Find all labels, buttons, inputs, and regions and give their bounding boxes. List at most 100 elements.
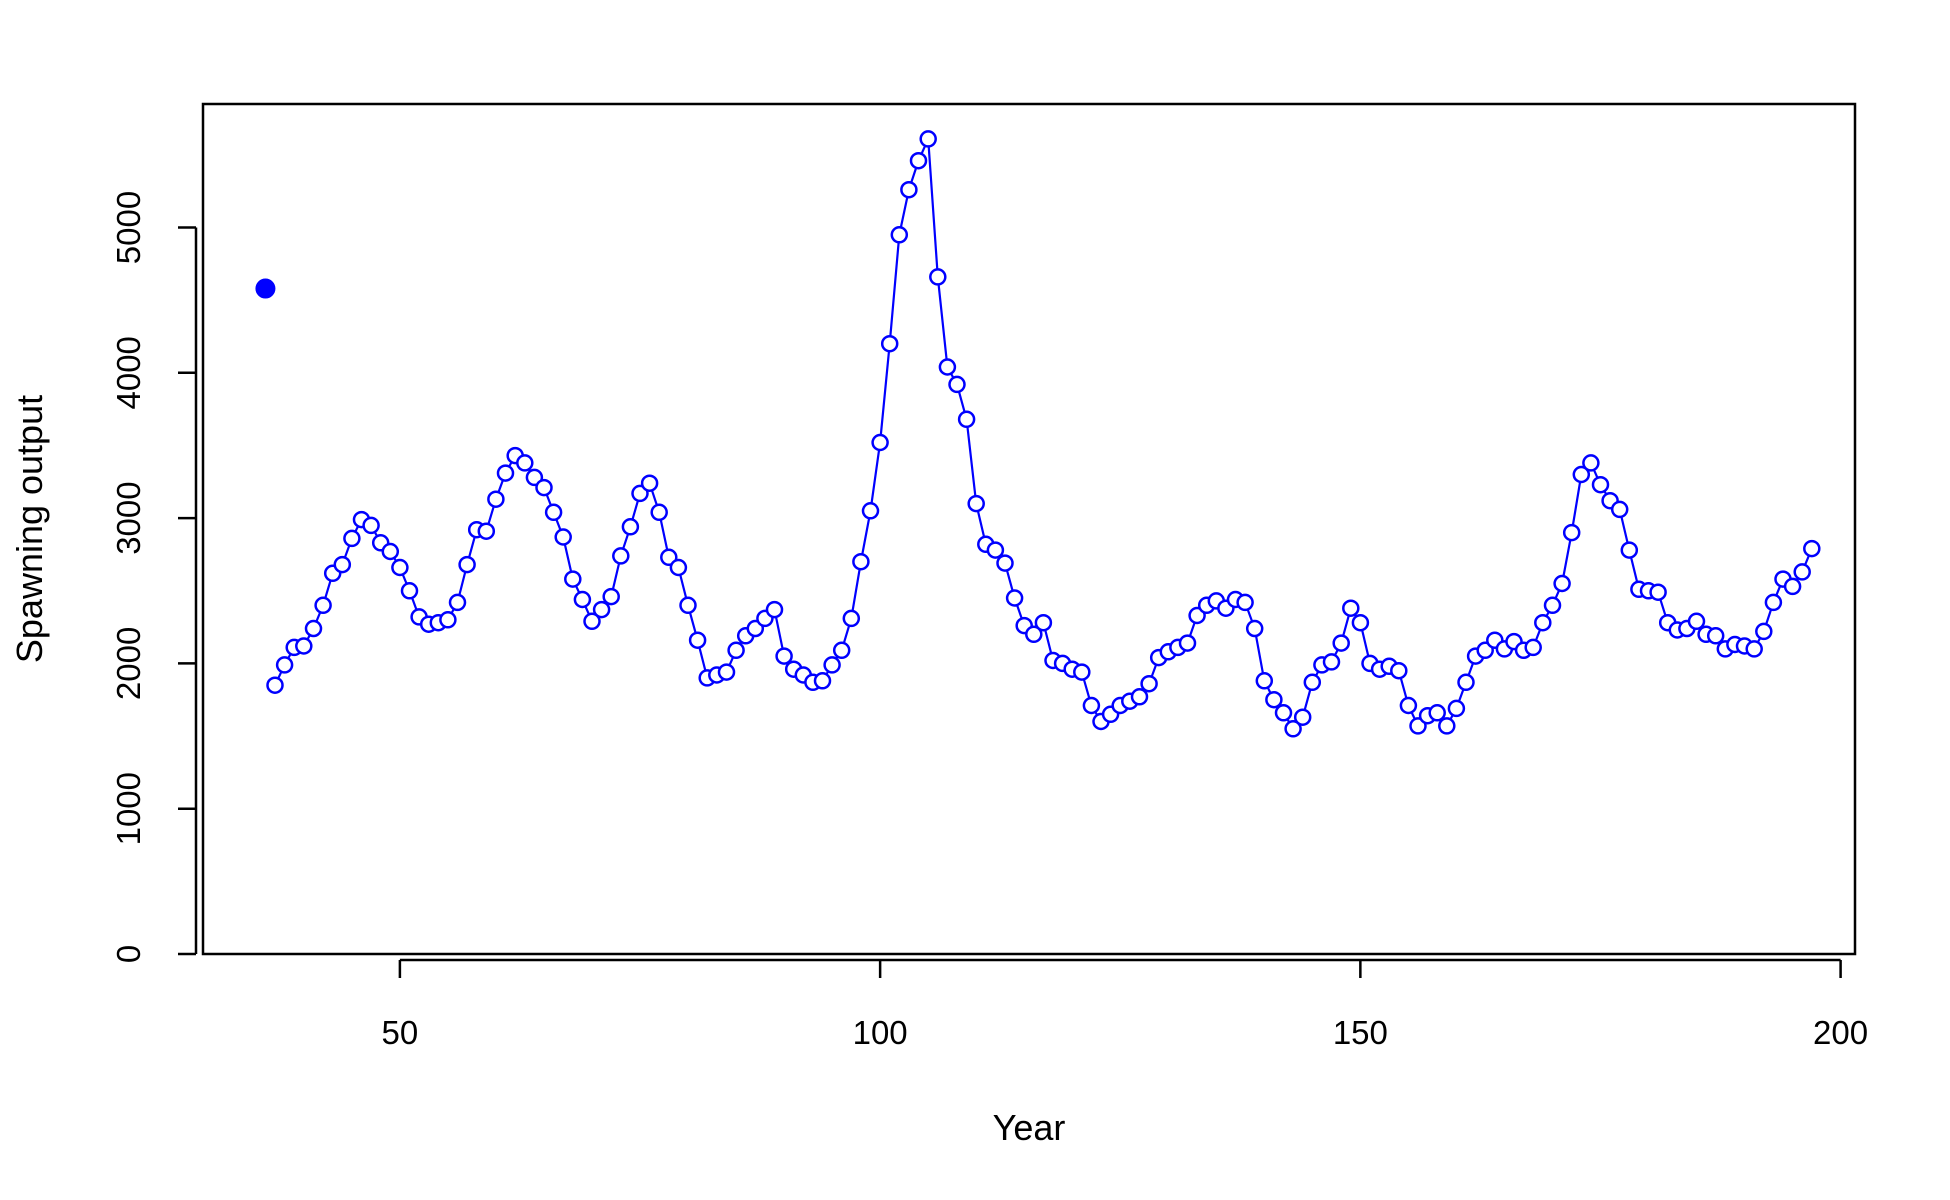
data-point	[929, 268, 947, 286]
data-point	[967, 494, 985, 513]
data-point	[1457, 673, 1475, 692]
data-point	[592, 600, 611, 619]
y-tick-label: 3000	[110, 481, 147, 554]
data-point	[717, 663, 736, 681]
y-axis: 0 1000 2000 3000 4000 5000	[110, 191, 198, 963]
data-point	[900, 180, 918, 199]
data-point	[986, 541, 1005, 559]
data-point	[554, 528, 572, 546]
data-point	[679, 596, 697, 615]
data-point	[1447, 699, 1466, 718]
data-point	[487, 490, 505, 508]
data-point	[1274, 704, 1293, 722]
data-point	[1073, 663, 1091, 681]
data-point	[391, 558, 409, 577]
data-point	[1783, 577, 1802, 596]
y-axis-title: Spawning output	[9, 395, 50, 663]
x-axis: 50 100 150 200	[382, 958, 1868, 1051]
data-point	[909, 151, 928, 170]
data-point	[448, 593, 467, 612]
data-point	[727, 641, 745, 660]
data-point	[1236, 593, 1254, 612]
data-point	[688, 631, 707, 649]
data-point	[1025, 625, 1043, 644]
data-point	[1342, 599, 1360, 617]
data-point	[650, 503, 668, 522]
y-tick-label: 2000	[110, 627, 147, 700]
data-point	[1293, 708, 1312, 726]
data-point	[861, 502, 880, 520]
x-tick-label: 150	[1333, 1014, 1388, 1051]
data-point	[765, 600, 784, 619]
data-point	[919, 130, 937, 148]
data-point	[612, 547, 630, 565]
x-tick-label: 100	[853, 1014, 908, 1051]
data-point	[343, 529, 361, 548]
data-point	[640, 474, 659, 492]
data-point	[1649, 583, 1667, 601]
data-point	[573, 590, 592, 609]
data-point	[813, 672, 832, 690]
y-tick-label: 5000	[110, 191, 147, 264]
data-point	[1438, 717, 1456, 735]
y-tick-label: 0	[110, 945, 147, 963]
data-point	[304, 619, 323, 638]
data-point	[832, 641, 851, 660]
data-point	[1390, 661, 1408, 680]
data-point	[1755, 622, 1773, 641]
data-point	[1764, 593, 1783, 612]
x-tick-label: 50	[382, 1014, 419, 1051]
data-point	[1534, 613, 1552, 632]
series-line	[274, 138, 1813, 731]
data-point	[1140, 674, 1158, 693]
data-point	[400, 582, 419, 600]
data-point	[1524, 638, 1542, 657]
data-point	[1610, 500, 1629, 519]
series-layer	[255, 130, 1821, 738]
data-point	[1553, 574, 1571, 593]
data-point	[1582, 454, 1600, 472]
data-point	[477, 522, 496, 540]
data-point	[1543, 596, 1562, 615]
data-point	[1620, 541, 1639, 559]
data-point	[516, 454, 534, 472]
data-point	[996, 554, 1014, 572]
data-point	[1284, 720, 1302, 738]
y-tick-label: 4000	[110, 336, 147, 409]
x-axis-title: Year	[993, 1107, 1066, 1148]
data-point	[564, 570, 582, 588]
data-point	[1572, 465, 1591, 484]
data-point	[333, 555, 352, 574]
data-point	[439, 611, 457, 629]
data-point	[1706, 627, 1725, 645]
data-point	[1130, 688, 1149, 706]
data-point	[1428, 704, 1446, 722]
data-point	[362, 516, 380, 535]
data-point	[852, 552, 870, 571]
data-point	[957, 410, 976, 429]
data-point	[775, 647, 793, 665]
x-tick-label: 200	[1813, 1014, 1868, 1051]
data-point	[842, 609, 861, 628]
data-point	[871, 433, 889, 452]
data-point	[1351, 613, 1370, 632]
data-point	[458, 555, 476, 574]
data-point	[1178, 634, 1197, 652]
data-point	[314, 596, 332, 615]
data-point	[583, 612, 601, 631]
data-point	[496, 464, 515, 482]
data-point	[621, 518, 640, 536]
data-point	[1322, 653, 1341, 671]
plot-frame	[201, 102, 1857, 956]
y-tick-label: 1000	[110, 772, 147, 845]
data-point	[1793, 563, 1811, 581]
data-point	[1303, 673, 1322, 692]
data-point	[669, 558, 688, 577]
data-point	[1687, 612, 1706, 631]
data-point	[535, 478, 553, 497]
data-point	[266, 676, 284, 694]
data-point	[890, 226, 909, 244]
data-point	[602, 587, 620, 606]
data-point	[1265, 690, 1283, 709]
